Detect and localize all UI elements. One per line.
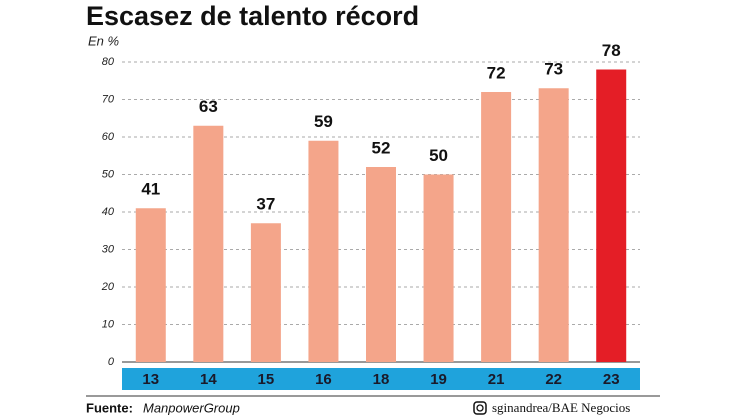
- y-tick-label: 50: [102, 168, 115, 180]
- bar: [193, 125, 224, 362]
- x-tick-label: 22: [545, 371, 562, 388]
- y-tick-label: 80: [102, 56, 115, 68]
- bar: [538, 88, 569, 362]
- x-tick-label: 21: [488, 371, 505, 388]
- value-label: 63: [199, 97, 218, 116]
- value-label: 50: [429, 146, 448, 165]
- x-tick-label: 18: [373, 371, 390, 388]
- bar: [250, 223, 281, 362]
- x-tick-label: 14: [200, 371, 217, 388]
- bar: [366, 167, 396, 362]
- value-label: 73: [544, 60, 563, 79]
- y-tick-label: 10: [102, 318, 115, 330]
- bar: [423, 174, 454, 362]
- credit: sginandrea/BAE Negocios: [492, 400, 630, 415]
- chart-title: Escasez de talento récord: [86, 1, 419, 31]
- bar: [481, 92, 512, 362]
- value-label: 37: [256, 195, 275, 214]
- y-tick-label: 70: [102, 93, 115, 105]
- y-axis-label: En %: [88, 33, 119, 48]
- x-tick-label: 19: [430, 371, 447, 388]
- y-tick-label: 40: [102, 206, 115, 218]
- source: ManpowerGroup: [143, 400, 240, 415]
- value-label: 59: [314, 112, 333, 131]
- x-tick-label: 15: [258, 371, 275, 388]
- y-tick-label: 0: [108, 356, 115, 368]
- x-tick-label: 13: [142, 371, 159, 388]
- bar: [135, 208, 166, 362]
- bar: [596, 69, 627, 362]
- instagram-icon: [473, 401, 487, 415]
- y-tick-label: 60: [102, 131, 115, 143]
- value-label: 72: [487, 63, 506, 82]
- value-label: 52: [372, 138, 391, 157]
- value-label: 41: [141, 180, 160, 199]
- y-tick-label: 20: [101, 281, 115, 293]
- x-tick-label: 23: [603, 371, 620, 388]
- x-tick-label: 16: [315, 371, 332, 388]
- source-label: Fuente:: [86, 400, 133, 415]
- instagram-icon-lens: [476, 404, 484, 412]
- value-label: 78: [602, 41, 621, 60]
- category-strip: [122, 368, 640, 390]
- y-tick-label: 30: [102, 243, 115, 255]
- bar: [308, 140, 339, 362]
